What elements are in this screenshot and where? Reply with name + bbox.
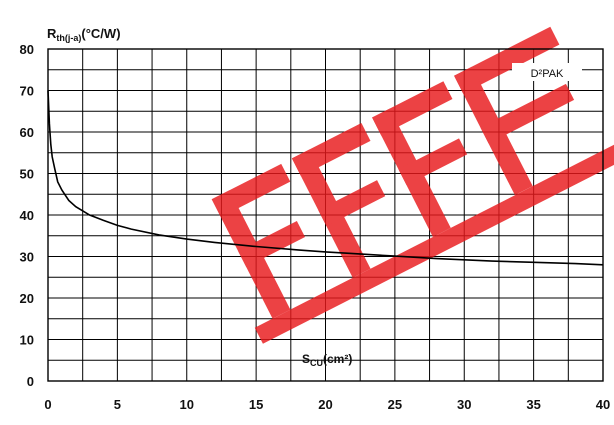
watermark-stroke (238, 220, 306, 267)
y-tick-label: 70 (20, 84, 34, 99)
watermark-stroke (454, 26, 560, 94)
series-line-d2pak (47, 90, 604, 266)
plot-frame (47, 48, 604, 382)
watermark-logo (211, 26, 614, 344)
y-tick-label: 0 (27, 374, 34, 389)
x-tick-label: 5 (114, 397, 121, 412)
y-tick-label: 80 (20, 42, 34, 57)
x-axis-title: SCU(cm²) (302, 352, 352, 368)
y-tick-labels: 0 10 20 30 40 50 60 70 80 (20, 42, 34, 389)
x-tick-label: 0 (44, 397, 51, 412)
x-tick-label: 35 (526, 397, 540, 412)
y-tick-label: 10 (20, 333, 34, 348)
y-tick-label: 20 (20, 291, 34, 306)
y-tick-label: 40 (20, 208, 34, 223)
watermark (211, 26, 614, 344)
y-tick-label: 60 (20, 125, 34, 140)
x-tick-label: 40 (596, 397, 610, 412)
watermark-stroke (480, 83, 575, 144)
x-tick-label: 20 (318, 397, 332, 412)
watermark-stroke (318, 180, 386, 227)
series-label-bg (512, 63, 582, 81)
watermark-band (254, 137, 614, 344)
x-tick-labels: 0 5 10 15 20 25 30 35 40 (44, 397, 610, 412)
y-tick-label: 50 (20, 167, 34, 182)
x-tick-label: 10 (180, 397, 194, 412)
series-label: D²PAK (531, 68, 564, 80)
x-tick-label: 30 (457, 397, 471, 412)
watermark-stroke (398, 138, 468, 186)
x-tick-label: 25 (388, 397, 402, 412)
y-axis-title: Rth(j-a)(°C/W) (47, 26, 121, 43)
x-tick-label: 15 (249, 397, 263, 412)
y-tick-label: 30 (20, 250, 34, 265)
